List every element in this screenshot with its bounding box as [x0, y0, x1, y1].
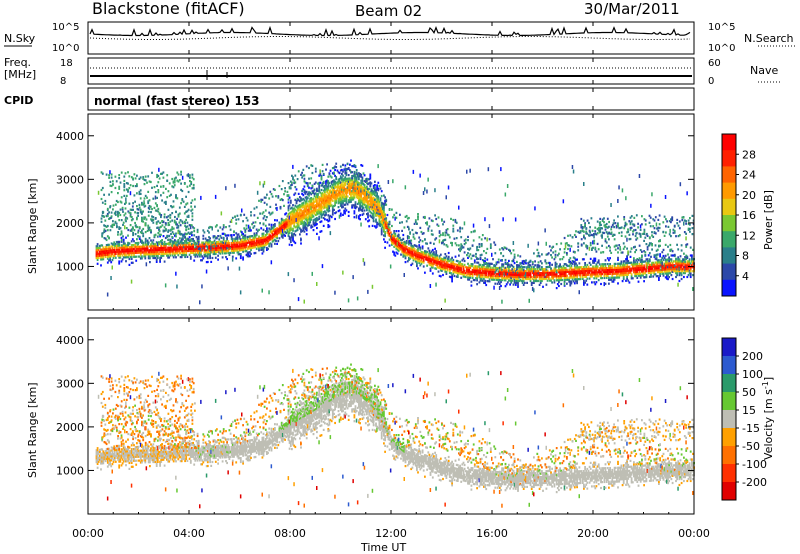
x-tick-label: 00:00 — [72, 527, 104, 540]
colorbar-tick-label: 20 — [742, 189, 756, 202]
freq-label-1: Freq. — [4, 56, 31, 69]
colorbar-tick-label: 50 — [742, 386, 756, 399]
colorbar-swatch — [722, 374, 736, 393]
nsky-label: N.Sky — [4, 32, 36, 45]
colorbar-tick-label: 12 — [742, 229, 756, 242]
colorbar-swatch — [722, 356, 736, 375]
power-panel: 1000 2000 3000 4000 Slant Range [km] — [26, 113, 695, 311]
cpid-label: CPID — [4, 94, 33, 107]
colorbar-swatch — [722, 279, 736, 297]
nsearch-label: N.Search — [744, 32, 794, 45]
colorbar-swatch — [722, 428, 736, 447]
colorbar-tick-label: -100 — [742, 458, 767, 471]
nsky-tick-bottom: 10^0 — [52, 43, 79, 54]
velocity-panel: 1000 2000 3000 4000 Slant Range [km] — [26, 317, 695, 515]
colorbar-tick-label: -50 — [742, 440, 760, 453]
colorbar-swatch — [722, 446, 736, 465]
x-tick-label: 12:00 — [375, 527, 407, 540]
y-tick-label: 1000 — [56, 464, 84, 477]
nave-label: Nave — [750, 64, 778, 77]
nave-tick-bottom: 0 — [708, 76, 714, 87]
colorbar-tick-label: 8 — [742, 250, 749, 263]
velocity-colorbar-label: Velocity [m s-1] — [761, 377, 775, 460]
colorbar-swatch — [722, 482, 736, 501]
colorbar-tick-label: -15 — [742, 422, 760, 435]
x-tick-label: 16:00 — [476, 527, 508, 540]
colorbar-tick-label: -200 — [742, 476, 767, 489]
power-ylabel: Slant Range [km] — [26, 178, 39, 274]
colorbar-tick-label: 200 — [742, 350, 763, 363]
y-tick-label: 4000 — [56, 130, 84, 143]
colorbar-swatch — [722, 166, 736, 184]
freq-tick-bottom: 8 — [60, 76, 66, 87]
colorbar-swatch — [722, 198, 736, 216]
beam-title: Beam 02 — [355, 2, 422, 20]
x-tick-label: 00:00 — [678, 527, 710, 540]
colorbar-swatch — [722, 215, 736, 232]
power-colorbar-label: Power [dB] — [762, 190, 775, 250]
y-tick-label: 2000 — [56, 421, 84, 434]
power-y-axis: 1000 2000 3000 4000 — [56, 130, 694, 273]
date-title: 30/Mar/2011 — [584, 0, 680, 18]
colorbar-tick-label: 24 — [742, 169, 756, 182]
colorbar-tick-label: 15 — [742, 404, 756, 417]
y-tick-label: 3000 — [56, 377, 84, 390]
y-tick-label: 3000 — [56, 173, 84, 186]
velocity-scatter — [95, 363, 695, 509]
nsearch-tick-top: 10^5 — [708, 22, 735, 33]
colorbar-swatch — [722, 182, 736, 200]
velocity-y-axis: 1000 2000 3000 4000 — [56, 334, 694, 477]
y-tick-label: 2000 — [56, 217, 84, 230]
nsky-tick-top: 10^5 — [52, 22, 79, 33]
nsky-trace — [89, 25, 691, 40]
velocity-ylabel: Slant Range [km] — [26, 382, 39, 478]
colorbar-swatch — [722, 410, 736, 429]
cpid-panel: CPID normal (fast stereo) 153 — [4, 87, 695, 111]
velocity-colorbar-label-end: ] — [762, 377, 775, 381]
colorbar-swatch — [722, 247, 736, 265]
time-x-axis: 00:00 04:00 08:00 12:00 16:00 20:00 00:00 — [72, 22, 710, 540]
cpid-text: normal (fast stereo) 153 — [94, 94, 260, 108]
x-tick-label: 08:00 — [274, 527, 306, 540]
nsearch-tick-bottom: 10^0 — [708, 43, 735, 54]
freq-label-2: [MHz] — [4, 68, 36, 81]
colorbar-swatch — [722, 392, 736, 411]
colorbar-swatch — [722, 338, 736, 357]
colorbar-tick-label: 28 — [742, 148, 756, 161]
colorbar-swatch — [722, 134, 736, 151]
freq-tick-top: 18 — [60, 58, 73, 69]
x-tick-label: 20:00 — [577, 527, 609, 540]
nave-tick-top: 60 — [708, 58, 721, 69]
colorbar-swatch — [722, 231, 736, 248]
colorbar-swatch — [722, 263, 736, 281]
velocity-colorbar: 200 100 50 15 -15 -50 -100 -200 — [721, 337, 767, 501]
colorbar-swatch — [722, 464, 736, 483]
power-colorbar: 28 24 20 16 12 8 4 — [721, 133, 756, 297]
velocity-colorbar-label-main: Velocity [m s — [762, 389, 775, 460]
y-tick-label: 1000 — [56, 260, 84, 273]
power-scatter — [95, 159, 695, 305]
freq-panel: Freq. [MHz] 18 8 Nave 60 0 — [4, 56, 782, 87]
y-tick-label: 4000 — [56, 334, 84, 347]
colorbar-tick-label: 4 — [742, 270, 749, 283]
velocity-colorbar-label-sup: -1 — [761, 381, 770, 389]
station-title: Blackstone (fitACF) — [92, 0, 245, 18]
x-tick-label: 04:00 — [173, 527, 205, 540]
colorbar-tick-label: 100 — [742, 368, 763, 381]
colorbar-swatch — [722, 150, 736, 167]
nsky-panel: N.Sky 10^5 10^0 N.Search 10^5 10^0 — [4, 21, 796, 55]
x-axis-label: Time UT — [360, 541, 406, 554]
colorbar-tick-label: 16 — [742, 209, 756, 222]
